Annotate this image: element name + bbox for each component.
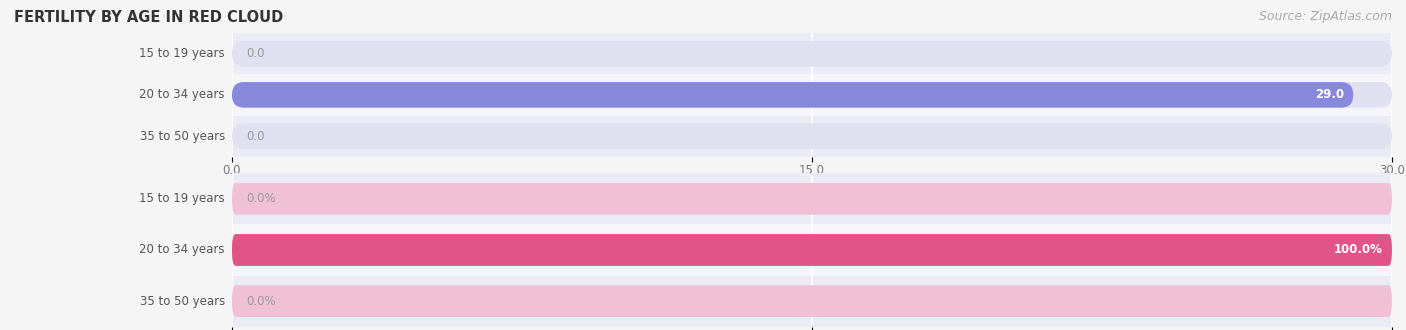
FancyBboxPatch shape — [232, 183, 1392, 215]
Text: 0.0%: 0.0% — [246, 295, 276, 308]
Text: 15 to 19 years: 15 to 19 years — [139, 192, 225, 205]
Text: 35 to 50 years: 35 to 50 years — [139, 130, 225, 143]
Text: 0.0: 0.0 — [246, 130, 264, 143]
FancyBboxPatch shape — [232, 115, 1392, 157]
FancyBboxPatch shape — [232, 82, 1392, 108]
FancyBboxPatch shape — [232, 224, 1392, 276]
FancyBboxPatch shape — [232, 285, 1392, 317]
FancyBboxPatch shape — [232, 173, 1392, 224]
Text: 35 to 50 years: 35 to 50 years — [139, 295, 225, 308]
FancyBboxPatch shape — [232, 82, 1354, 108]
FancyBboxPatch shape — [232, 41, 1392, 66]
Text: 29.0: 29.0 — [1315, 88, 1344, 101]
Text: 20 to 34 years: 20 to 34 years — [139, 88, 225, 101]
FancyBboxPatch shape — [232, 234, 1392, 266]
FancyBboxPatch shape — [232, 276, 1392, 327]
Text: 15 to 19 years: 15 to 19 years — [139, 47, 225, 60]
Text: 100.0%: 100.0% — [1334, 244, 1382, 256]
FancyBboxPatch shape — [232, 33, 1392, 74]
Text: 20 to 34 years: 20 to 34 years — [139, 244, 225, 256]
Text: 0.0: 0.0 — [246, 47, 264, 60]
Text: FERTILITY BY AGE IN RED CLOUD: FERTILITY BY AGE IN RED CLOUD — [14, 10, 284, 25]
Text: 0.0%: 0.0% — [246, 192, 276, 205]
FancyBboxPatch shape — [232, 234, 1392, 266]
Text: Source: ZipAtlas.com: Source: ZipAtlas.com — [1258, 10, 1392, 23]
FancyBboxPatch shape — [232, 123, 1392, 149]
FancyBboxPatch shape — [232, 74, 1392, 116]
